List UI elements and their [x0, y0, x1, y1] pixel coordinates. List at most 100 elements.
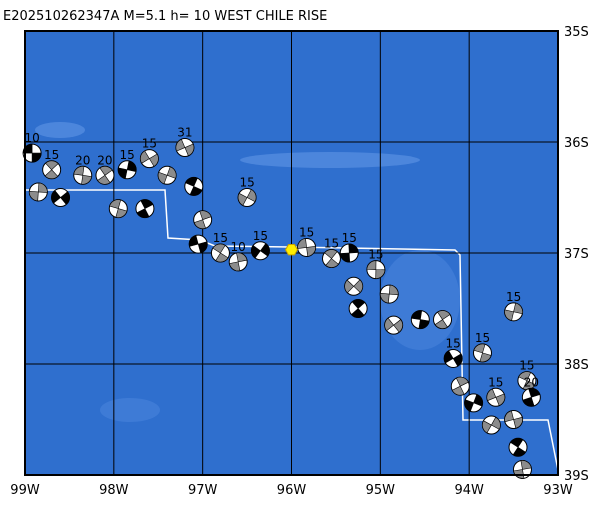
beachball-quadrant	[44, 160, 59, 180]
y-tick-label: 39S	[564, 469, 589, 484]
depth-label: 15	[342, 231, 357, 245]
map-border	[24, 30, 559, 476]
beachball-quadrant	[117, 160, 137, 179]
focal-mechanism	[117, 160, 137, 180]
focal-mechanism	[237, 188, 257, 207]
beachball-quadrant	[157, 166, 177, 185]
focal-mechanism	[443, 348, 463, 368]
beachball-quadrant	[411, 310, 430, 329]
focal-mechanism	[210, 243, 230, 263]
beachball-quadrant	[324, 249, 339, 268]
focal-mechanism	[481, 415, 501, 435]
depth-label: 15	[239, 176, 254, 190]
focal-mechanism	[51, 188, 71, 207]
beachball-quadrant	[109, 199, 128, 218]
beachball-quadrant	[486, 388, 506, 406]
depth-label: 15	[299, 225, 314, 239]
depth-label: 15	[44, 148, 59, 162]
beachball-quadrant	[510, 437, 527, 457]
focal-mechanism	[508, 437, 528, 457]
beachball-quadrant	[473, 343, 492, 363]
epicenter	[284, 244, 299, 256]
beachball-quadrant	[443, 350, 463, 367]
bathymetry	[35, 122, 85, 138]
focal-mechanism	[512, 459, 532, 479]
depth-label: 15	[446, 336, 461, 350]
beachball-quadrant	[297, 238, 316, 257]
beachball-quadrant	[434, 310, 451, 329]
beachball-quadrant	[97, 166, 113, 185]
x-tick-label: 93W	[543, 483, 573, 498]
focal-mechanism	[450, 376, 470, 396]
beachball-quadrant	[513, 460, 532, 479]
x-tick-label: 95W	[366, 483, 396, 498]
beachball-quadrant	[451, 376, 469, 396]
y-tick-label: 37S	[564, 247, 589, 262]
beachball-quadrant	[193, 210, 212, 229]
x-tick-label: 97W	[188, 483, 218, 498]
depth-label: 15	[488, 375, 503, 389]
focal-mechanism	[366, 260, 386, 280]
beachball-quadrant	[73, 166, 93, 185]
focal-mechanism	[135, 199, 155, 219]
beachball-quadrant	[482, 416, 501, 434]
depth-label: 15	[506, 290, 521, 304]
y-tick-label: 35S	[564, 25, 589, 40]
focal-mechanism	[321, 249, 341, 269]
focal-mechanism	[339, 243, 359, 263]
depth-label: 15	[120, 148, 135, 162]
depth-label: 10	[231, 240, 246, 254]
depth-label: 15	[475, 331, 490, 345]
depth-label: 15	[368, 248, 383, 262]
depth-label: 15	[253, 229, 268, 243]
beachball-quadrant	[251, 243, 270, 259]
focal-mechanism	[504, 410, 524, 429]
bathymetry	[100, 398, 160, 422]
depth-label: 15	[324, 237, 339, 251]
depth-label: 20	[97, 153, 112, 167]
focal-mechanism	[228, 252, 248, 272]
depth-label: 15	[213, 231, 228, 245]
beachball-quadrant	[379, 284, 399, 304]
focal-mechanism	[472, 343, 492, 363]
focal-mechanism	[175, 138, 195, 158]
focal-mechanism	[504, 302, 524, 322]
focal-mechanism	[521, 387, 541, 407]
beachball-quadrant	[28, 182, 48, 202]
y-tick-label: 38S	[564, 358, 589, 373]
focal-mechanism	[384, 315, 404, 335]
focal-mechanism	[250, 241, 270, 261]
focal-mechanism	[464, 393, 484, 413]
beachball-quadrant	[344, 279, 363, 294]
focal-mechanism	[42, 160, 62, 180]
focal-mechanism	[22, 143, 42, 163]
beachball-quadrant	[140, 150, 159, 167]
beachball-quadrant	[350, 299, 366, 318]
beachball-quadrant	[464, 394, 483, 412]
beachball-quadrant	[237, 189, 257, 206]
focal-mechanism	[297, 237, 317, 257]
depth-label: 31	[177, 126, 192, 140]
focal-mechanism	[95, 165, 115, 185]
map-title: E202510262347A M=5.1 h= 10 WEST CHILE RI…	[3, 9, 327, 24]
focal-mechanism	[108, 199, 128, 219]
beachball-quadrant	[522, 387, 541, 407]
focal-mechanism	[184, 176, 204, 196]
focal-mechanism	[344, 276, 364, 296]
depth-label: 20	[75, 153, 90, 167]
depth-label: 15	[519, 359, 534, 373]
focal-mechanism	[433, 310, 453, 330]
focal-mechanism	[28, 182, 48, 202]
focal-mechanism	[486, 387, 506, 407]
beachball-quadrant	[185, 177, 203, 196]
x-tick-label: 99W	[10, 483, 40, 498]
focal-mechanism	[188, 234, 208, 254]
focal-mechanism	[410, 310, 430, 330]
x-tick-label: 98W	[99, 483, 129, 498]
focal-mechanism	[379, 284, 399, 304]
depth-label: 20	[524, 375, 539, 389]
x-tick-label: 96W	[277, 483, 307, 498]
beachball-quadrant	[136, 199, 154, 218]
beachball-quadrant	[366, 260, 386, 279]
